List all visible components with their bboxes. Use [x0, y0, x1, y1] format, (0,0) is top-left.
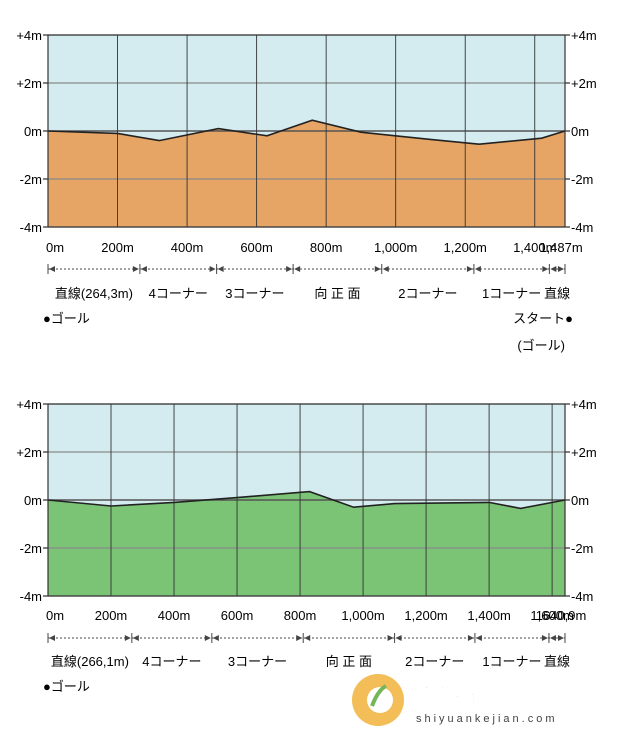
y-tick-label-left: 0m — [24, 124, 42, 139]
profile-line — [47, 119, 566, 146]
section-arrow-right — [132, 266, 139, 272]
profile-line — [47, 490, 566, 510]
x-tick-label: 200m — [95, 608, 128, 623]
section-arrow-left — [212, 635, 219, 641]
section-arrow-right — [466, 266, 473, 272]
section-label: 2コーナー — [405, 654, 464, 669]
section-arrow-left — [294, 266, 301, 272]
y-tick-label-right: -4m — [571, 220, 593, 235]
y-tick-label-left: +4m — [16, 28, 42, 43]
section-arrow-right — [467, 635, 474, 641]
y-tick-label-left: +2m — [16, 76, 42, 91]
section-arrow-right — [541, 635, 548, 641]
y-tick-label-left: -2m — [20, 172, 42, 187]
watermark-subtext: shiyuankejian.com — [416, 713, 558, 725]
section-label: 4コーナー — [149, 286, 208, 301]
x-tick-label: 1,487m — [539, 240, 582, 255]
y-tick-label-right: -2m — [571, 172, 593, 187]
section-arrow-left — [549, 635, 556, 641]
y-tick-label-left: 0m — [24, 493, 42, 508]
watermark-title: 拾客游网 — [412, 673, 556, 712]
section-arrow-right — [204, 635, 211, 641]
section-label: 直線 — [544, 654, 570, 669]
section-arrow-left — [49, 266, 55, 272]
section-arrow-right — [542, 266, 549, 272]
x-tick-label: 400m — [158, 608, 191, 623]
y-tick-label-right: +2m — [571, 76, 597, 91]
x-tick-label: 1,400m — [513, 240, 556, 255]
plot-frame — [47, 403, 566, 597]
section-arrow-right — [558, 635, 564, 641]
x-tick-label: 1640,9m — [536, 608, 587, 623]
section-arrow-right — [558, 266, 564, 272]
section-label: 直線(264,3m) — [55, 286, 133, 301]
y-tick-label-right: 0m — [571, 124, 589, 139]
x-tick-label: 1,000m — [341, 608, 384, 623]
plot-frame — [47, 34, 566, 228]
section-arrow-left — [382, 266, 389, 272]
section-arrow-right — [209, 266, 216, 272]
y-tick-label-left: +4m — [16, 397, 42, 412]
ground-area — [48, 491, 565, 596]
y-tick-label-left: -4m — [20, 220, 42, 235]
section-label: 4コーナー — [142, 654, 201, 669]
x-tick-label: 600m — [221, 608, 254, 623]
section-arrow-left — [49, 635, 55, 641]
section-arrow-left — [550, 266, 557, 272]
section-arrow-left — [140, 266, 147, 272]
goal-label: ●ゴール — [43, 311, 90, 326]
section-label: 3コーナー — [228, 654, 287, 669]
chart-2: +4m +4m +2m +2m 0m 0m -2m -2m -4m -4m 0m 200m 400m 60… — [16, 397, 596, 694]
y-tick-label-right: +4m — [571, 397, 597, 412]
x-tick-label: 1,200m — [404, 608, 447, 623]
y-tick-label-left: +2m — [16, 445, 42, 460]
x-tick-label: 800m — [310, 240, 343, 255]
section-arrow-right — [374, 266, 381, 272]
x-tick-label: 1,200m — [444, 240, 487, 255]
section-arrow-left — [395, 635, 402, 641]
y-tick-label-left: -2m — [20, 541, 42, 556]
x-tick-label: 0m — [46, 608, 64, 623]
x-tick-label: 0m — [46, 240, 64, 255]
chart-1: +4m +4m +2m +2m 0m 0m -2m -2m -4m -4m 0m 200m 400m 60… — [16, 28, 596, 353]
x-tick-label: 600m — [240, 240, 273, 255]
watermark-leaf-icon — [370, 684, 388, 707]
x-tick-label: 800m — [284, 608, 317, 623]
start-label: スタート● — [513, 311, 573, 326]
section-label: 1コーナー — [482, 286, 541, 301]
start-goal-label: (ゴール) — [517, 338, 565, 353]
section-arrow-left — [475, 635, 482, 641]
section-label: 直線(266,1m) — [51, 654, 129, 669]
section-arrow-left — [217, 266, 224, 272]
y-tick-label-right: -2m — [571, 541, 593, 556]
section-label: 直線 — [544, 286, 570, 301]
x-tick-label: 1,600m — [530, 608, 573, 623]
y-tick-label-right: -4m — [571, 589, 593, 604]
y-tick-label-left: -4m — [20, 589, 42, 604]
section-arrow-left — [132, 635, 139, 641]
section-label: 向 正 面 — [314, 286, 360, 301]
section-arrow-right — [286, 266, 293, 272]
watermark-backdrop — [412, 670, 610, 710]
section-arrow-right — [296, 635, 303, 641]
x-tick-label: 1,000m — [374, 240, 417, 255]
section-label: 2コーナー — [398, 286, 457, 301]
section-arrow-right — [387, 635, 394, 641]
section-label: 1コーナー — [482, 654, 541, 669]
ground-area — [48, 120, 565, 227]
y-tick-label-right: 0m — [571, 493, 589, 508]
section-label: 3コーナー — [225, 286, 284, 301]
y-tick-label-right: +2m — [571, 445, 597, 460]
x-tick-label: 1,400m — [467, 608, 510, 623]
x-tick-label: 400m — [171, 240, 204, 255]
y-tick-label-right: +4m — [571, 28, 597, 43]
section-arrow-left — [304, 635, 311, 641]
x-tick-label: 200m — [101, 240, 134, 255]
section-label: 向 正 面 — [326, 654, 372, 669]
goal-label: ●ゴール — [43, 679, 90, 694]
section-arrow-left — [474, 266, 481, 272]
section-arrow-right — [124, 635, 131, 641]
